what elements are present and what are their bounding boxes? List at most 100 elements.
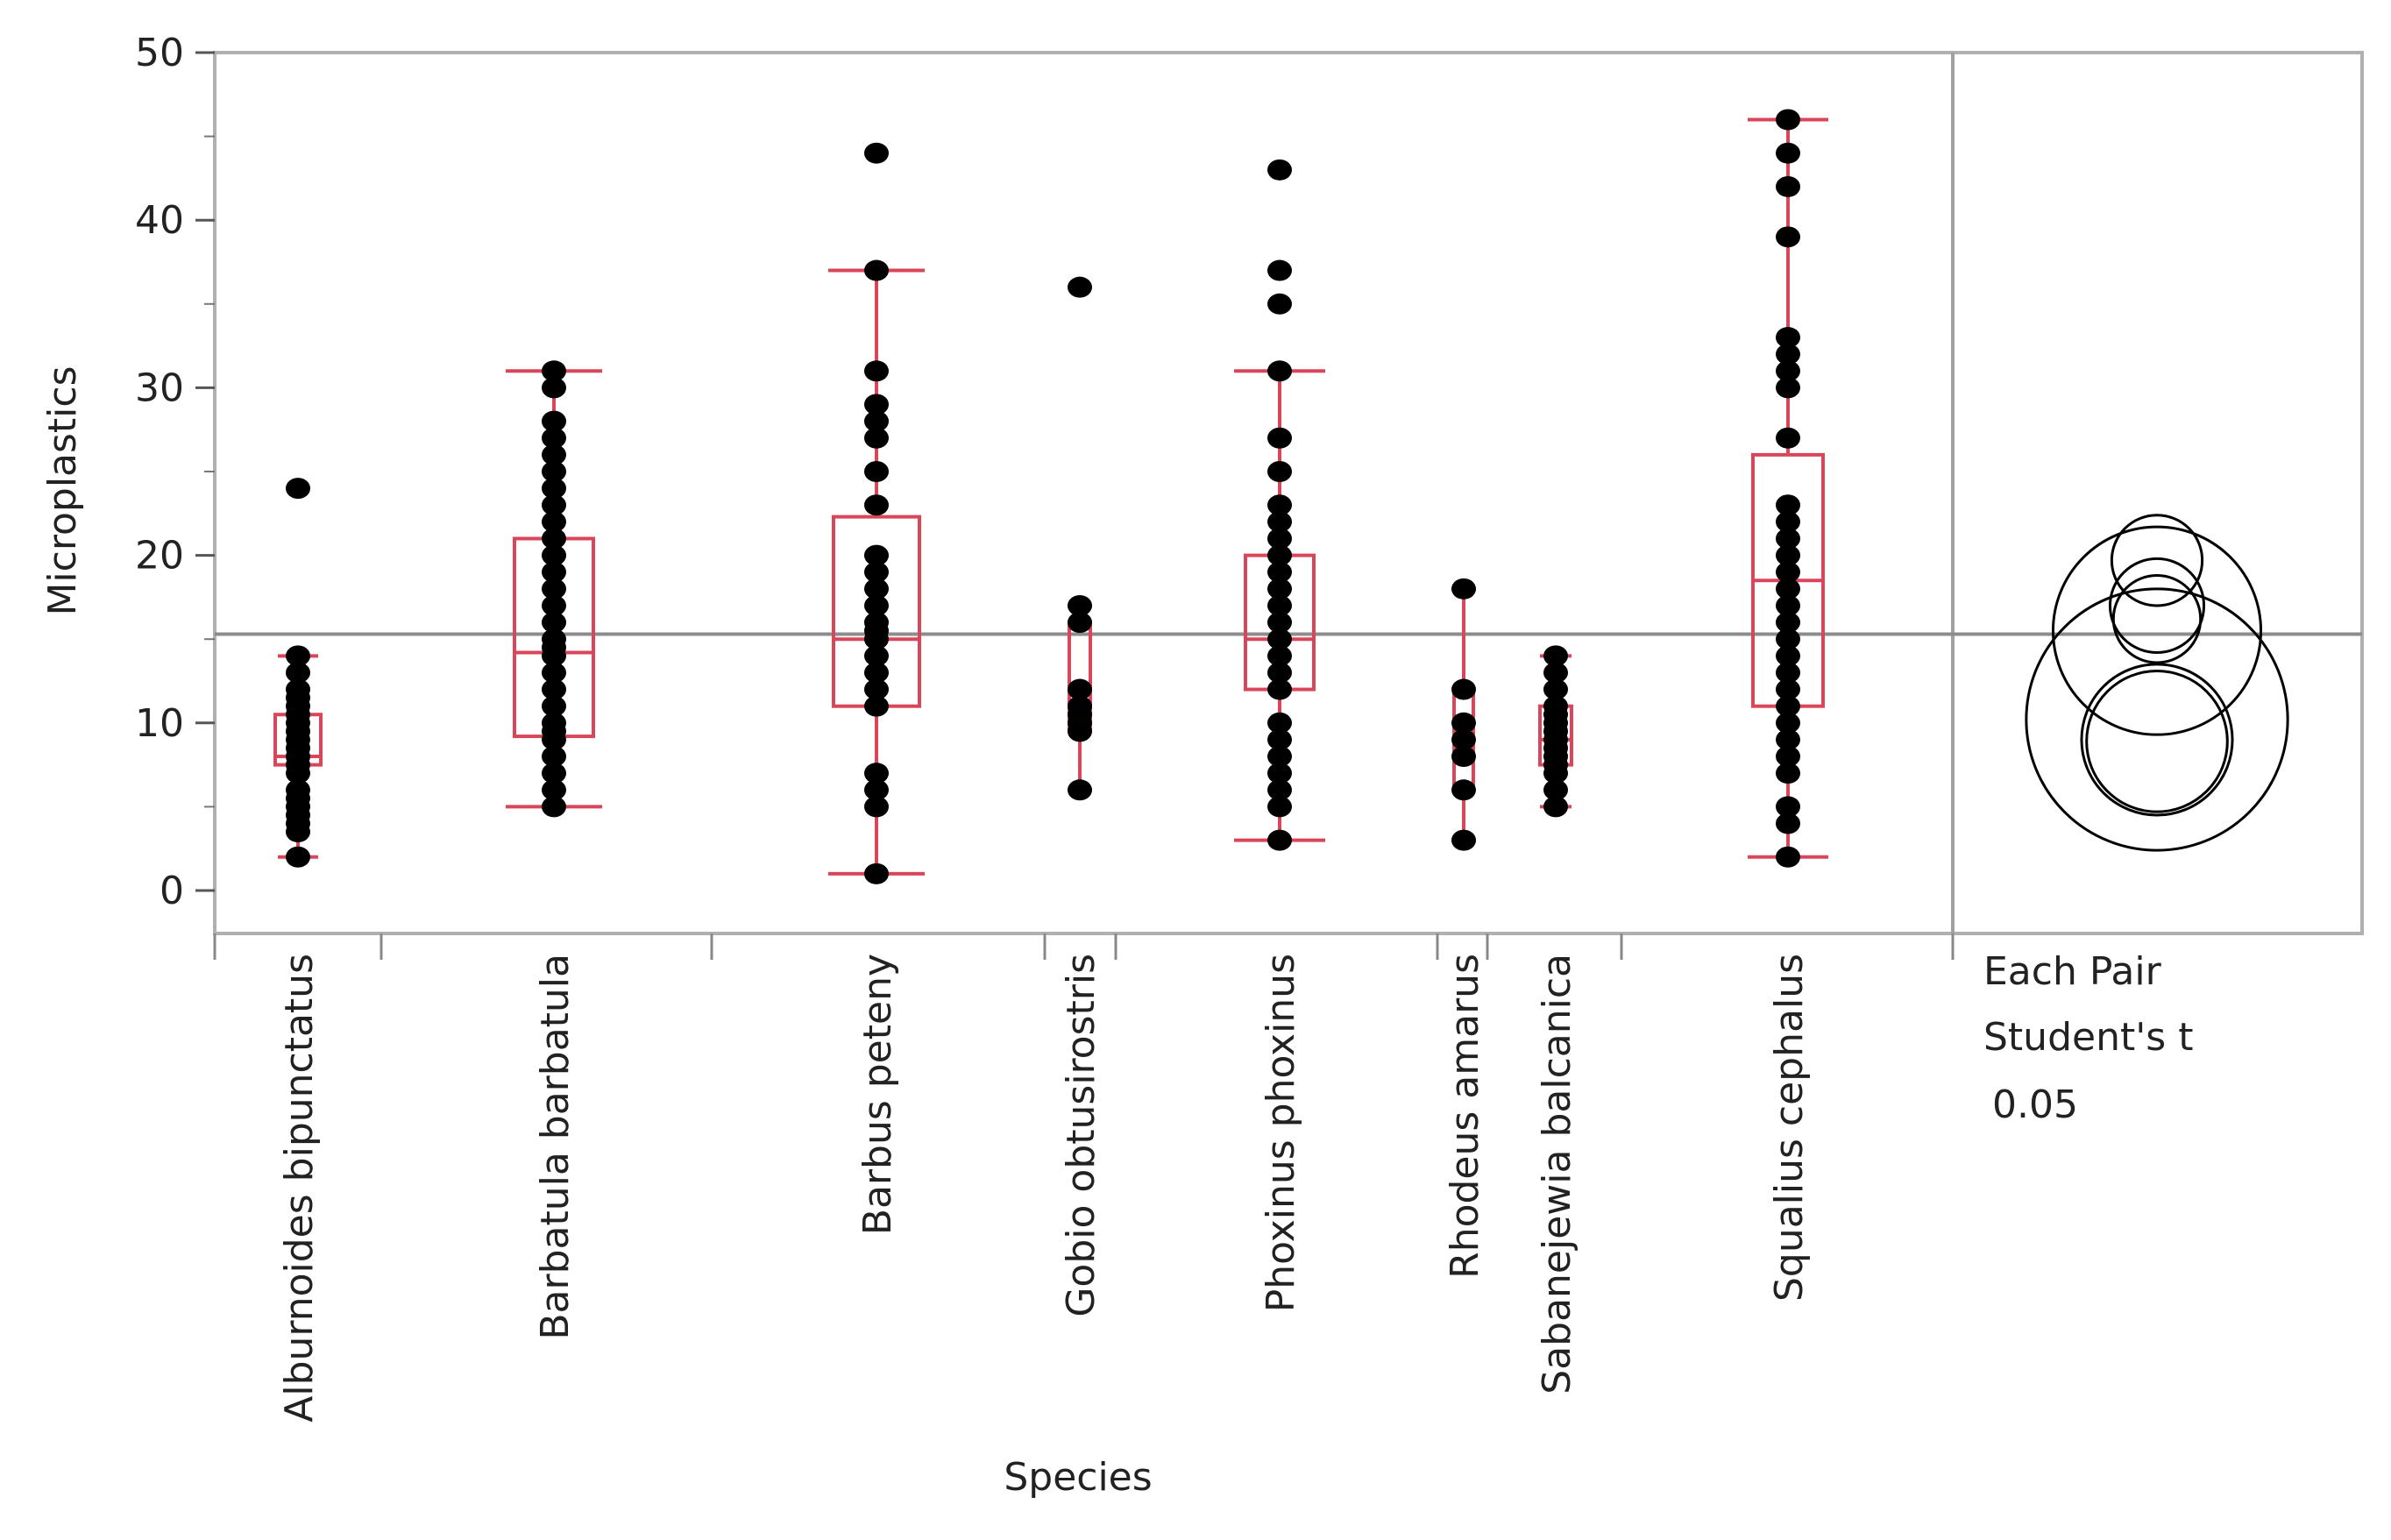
x-tick-label: Sabanejewia balcanica bbox=[1535, 954, 1579, 1395]
data-point bbox=[1267, 293, 1292, 315]
data-point bbox=[542, 779, 566, 801]
data-point bbox=[864, 561, 889, 583]
comparison-label-method: Each Pair bbox=[1983, 949, 2162, 994]
data-point bbox=[1267, 561, 1292, 583]
data-point bbox=[864, 594, 889, 616]
data-point bbox=[864, 259, 889, 281]
data-point bbox=[542, 360, 566, 382]
data-point bbox=[1776, 763, 1800, 784]
data-point bbox=[1451, 578, 1476, 600]
data-point bbox=[542, 712, 566, 734]
data-point bbox=[1267, 594, 1292, 616]
data-point bbox=[542, 561, 566, 583]
point-layer bbox=[286, 109, 1800, 884]
data-point bbox=[1776, 728, 1800, 750]
x-tick-label: Barbatula barbatula bbox=[533, 954, 578, 1340]
data-point bbox=[1776, 175, 1800, 197]
data-point bbox=[864, 662, 889, 684]
data-point bbox=[864, 427, 889, 449]
data-point bbox=[542, 678, 566, 700]
data-point bbox=[1776, 712, 1800, 734]
data-point bbox=[542, 461, 566, 482]
comparison-circle bbox=[2111, 574, 2203, 664]
data-point bbox=[542, 662, 566, 684]
data-point bbox=[542, 494, 566, 516]
data-point bbox=[1068, 695, 1092, 717]
data-point bbox=[1267, 511, 1292, 533]
data-point bbox=[1776, 226, 1800, 248]
data-point bbox=[864, 678, 889, 700]
y-tick-label: 0 bbox=[160, 869, 184, 913]
y-tick-label: 40 bbox=[135, 198, 184, 243]
data-point bbox=[1776, 561, 1800, 583]
data-point bbox=[1776, 360, 1800, 382]
data-point bbox=[542, 544, 566, 566]
data-point bbox=[864, 763, 889, 784]
x-tick-label: Rhodeus amarus bbox=[1443, 954, 1487, 1279]
data-point bbox=[1776, 628, 1800, 650]
data-point bbox=[1267, 528, 1292, 550]
data-point bbox=[1267, 427, 1292, 449]
data-point bbox=[542, 594, 566, 616]
y-tick-label: 50 bbox=[135, 31, 184, 75]
data-point bbox=[1267, 544, 1292, 566]
data-point bbox=[286, 662, 310, 684]
data-point bbox=[864, 645, 889, 667]
y-tick-label: 10 bbox=[135, 701, 184, 746]
data-point bbox=[286, 478, 310, 500]
data-point bbox=[286, 779, 310, 801]
comparison-circle bbox=[2108, 557, 2206, 654]
data-point bbox=[864, 410, 889, 432]
data-point bbox=[864, 779, 889, 801]
data-point bbox=[1267, 779, 1292, 801]
data-point bbox=[542, 528, 566, 550]
data-point bbox=[1776, 327, 1800, 349]
data-point bbox=[1451, 779, 1476, 801]
data-point bbox=[1776, 528, 1800, 550]
data-point bbox=[542, 628, 566, 650]
data-point bbox=[1068, 594, 1092, 616]
x-tick-label: Phoxinus phoxinus bbox=[1259, 954, 1303, 1312]
data-point bbox=[1267, 678, 1292, 700]
data-point bbox=[1543, 662, 1568, 684]
x-tick-label: Alburnoides bipunctatus bbox=[277, 954, 322, 1423]
data-point bbox=[1543, 779, 1568, 801]
data-point bbox=[864, 578, 889, 600]
data-point bbox=[1776, 544, 1800, 566]
data-point bbox=[1267, 645, 1292, 667]
box-layer bbox=[273, 117, 1828, 876]
data-point bbox=[1776, 109, 1800, 131]
comparison-label-alpha: 0.05 bbox=[1992, 1082, 2078, 1127]
comparison-circle bbox=[2110, 514, 2204, 607]
data-point bbox=[542, 478, 566, 500]
data-point bbox=[1776, 645, 1800, 667]
data-point bbox=[1267, 746, 1292, 768]
data-point bbox=[1776, 594, 1800, 616]
x-axis-title: Species bbox=[1004, 1455, 1152, 1500]
y-axis-title: Microplastics bbox=[40, 365, 85, 615]
data-point bbox=[542, 796, 566, 818]
data-point bbox=[864, 142, 889, 164]
comparison-circle bbox=[2080, 663, 2234, 817]
data-point bbox=[1776, 846, 1800, 868]
data-point bbox=[864, 394, 889, 415]
data-point bbox=[542, 377, 566, 399]
data-point bbox=[1267, 728, 1292, 750]
data-point bbox=[1776, 678, 1800, 700]
data-point bbox=[542, 410, 566, 432]
data-point bbox=[1068, 779, 1092, 801]
data-point bbox=[1068, 276, 1092, 298]
data-point bbox=[542, 695, 566, 717]
data-point bbox=[1068, 678, 1092, 700]
data-point bbox=[864, 796, 889, 818]
comparison-circle bbox=[2085, 670, 2229, 813]
x-tick-label: Gobio obtusirostris bbox=[1059, 954, 1103, 1317]
comparison-circle bbox=[2051, 525, 2263, 736]
data-point bbox=[1267, 159, 1292, 181]
data-point bbox=[542, 427, 566, 449]
data-point bbox=[1776, 494, 1800, 516]
data-point bbox=[1267, 628, 1292, 650]
y-tick-label: 30 bbox=[135, 365, 184, 410]
comparison-circle bbox=[2025, 587, 2289, 852]
